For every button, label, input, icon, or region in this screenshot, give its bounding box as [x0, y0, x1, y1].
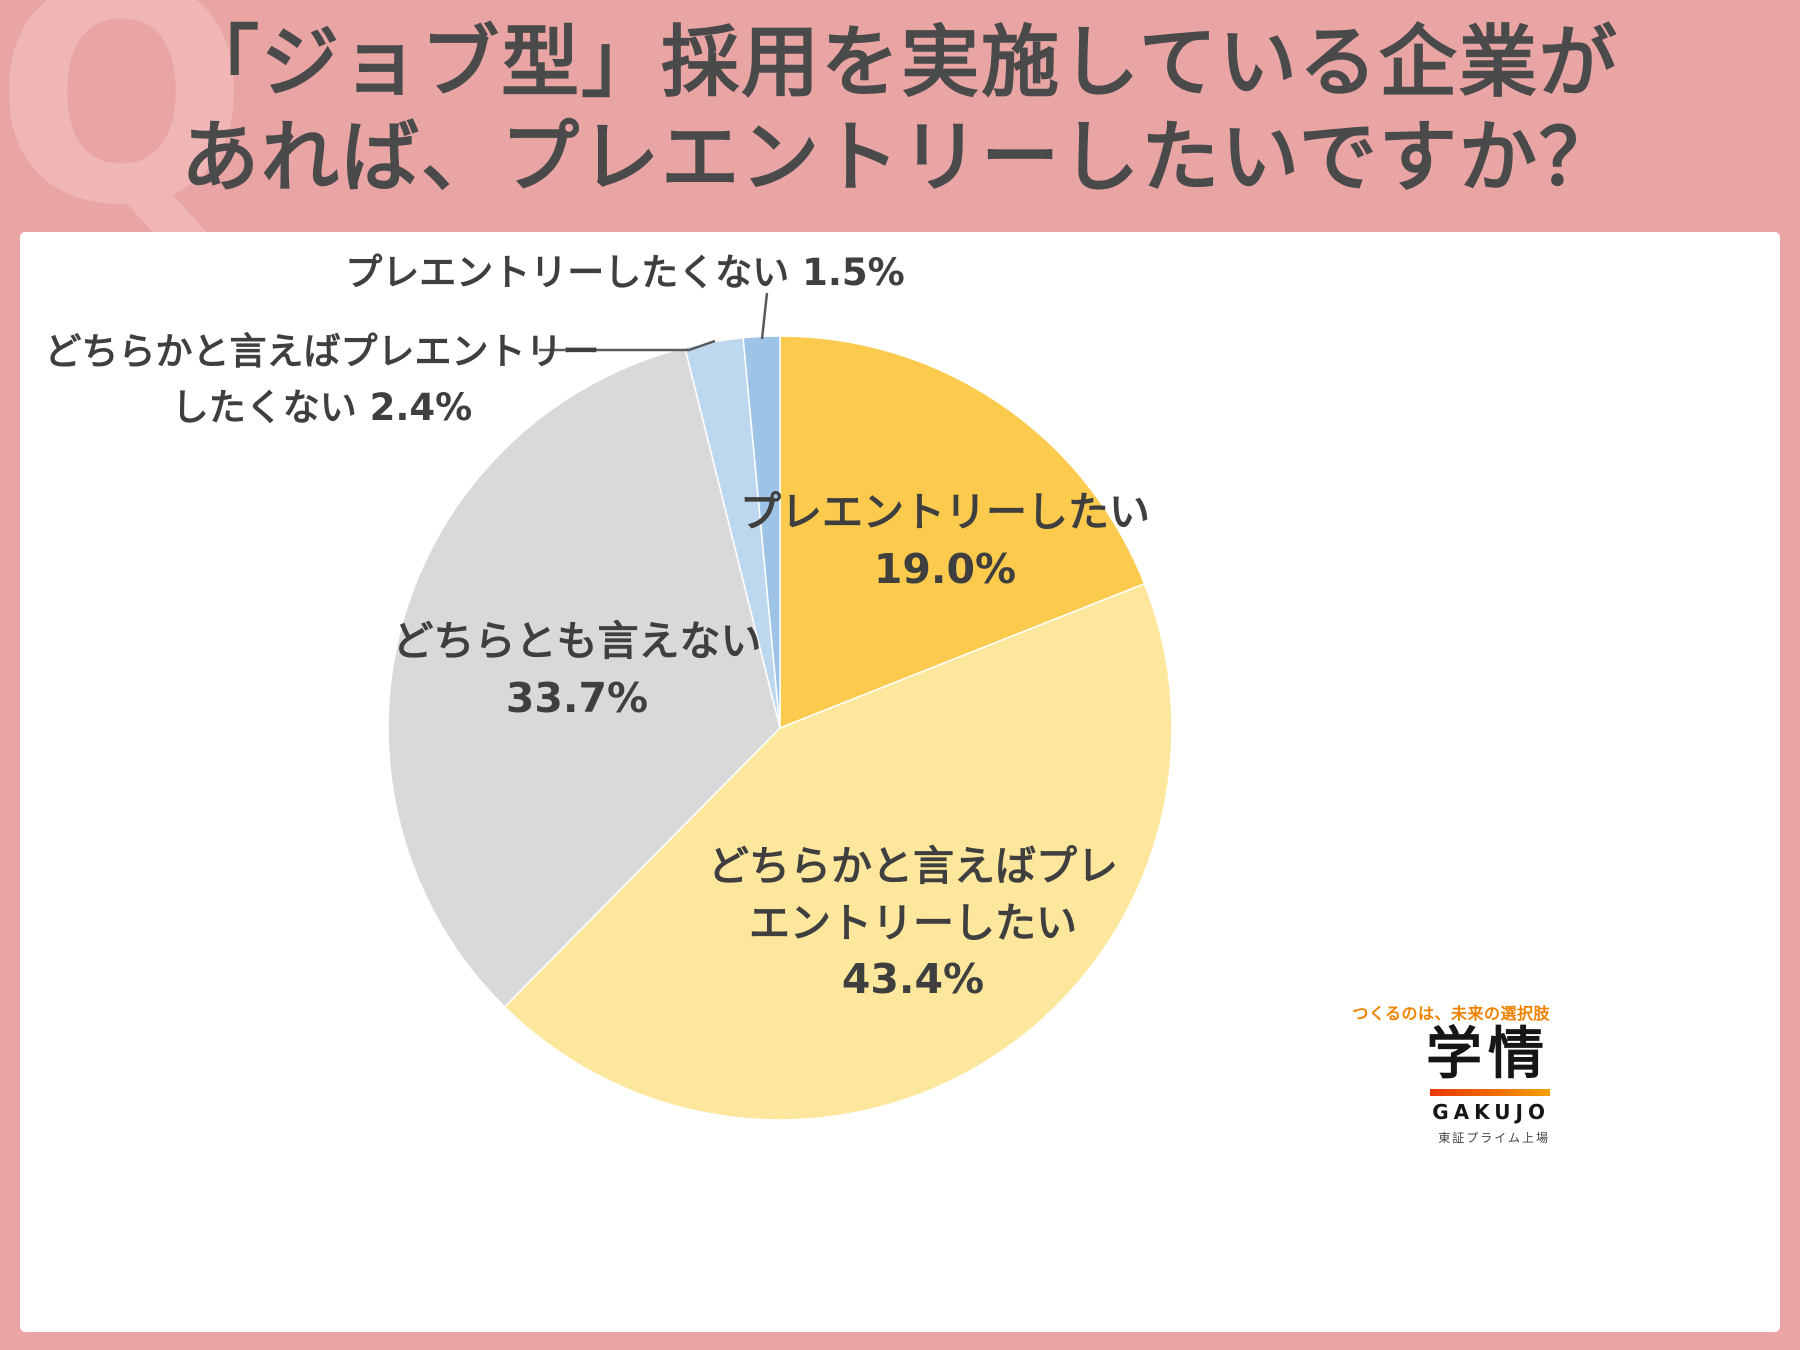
logo-roman: GAKUJO: [1432, 1099, 1550, 1124]
q-watermark: Q: [0, 0, 250, 271]
logo-kanji: 学情: [1426, 1022, 1550, 1087]
label-want-value: 19.0%: [873, 544, 1017, 593]
label-somewhat-want-value: 43.4%: [841, 955, 985, 1004]
label-neutral-value: 33.7%: [505, 673, 649, 722]
label-neutral-line1: どちらとも言えない: [392, 617, 762, 665]
label-somewhat-want-line1: どちらかと言えばプレ: [708, 842, 1118, 890]
question-title-line2: あれば、プレエントリーしたいですか？: [181, 113, 1619, 204]
label-somewhat-not: どちらかと言えばプレエントリー したくない 2.4%: [45, 324, 600, 435]
label-somewhat-not-line1: どちらかと言えばプレエントリー: [44, 330, 600, 373]
label-somewhat-not-line2: したくない 2.4%: [171, 385, 473, 429]
logo-tagline: つくるのは、未来の選択肢: [1352, 1004, 1550, 1023]
label-neutral: どちらとも言えない 33.7%: [393, 613, 762, 726]
label-not-want-line1: プレエントリーしたくない 1.5%: [345, 251, 905, 294]
gakujo-logo: つくるのは、未来の選択肢 学情 GAKUJO 東証プライム上場: [1330, 1000, 1550, 1146]
question-title-line1: 「ジョブ型」採用を実施している企業が: [181, 18, 1619, 108]
label-want-line1: プレエントリーしたい: [740, 488, 1150, 536]
logo-listing: 東証プライム上場: [1438, 1130, 1550, 1145]
label-not-want: プレエントリーしたくない 1.5%: [345, 246, 905, 300]
label-want: プレエントリーしたい 19.0%: [740, 484, 1150, 597]
label-somewhat-want-line2: エントリーしたい: [749, 898, 1077, 947]
question-title: 「ジョブ型」採用を実施している企業が あれば、プレエントリーしたいですか？: [0, 0, 1800, 232]
logo-gradient-bar: [1430, 1088, 1550, 1096]
label-somewhat-want: どちらかと言えばプレ エントリーしたい 43.4%: [708, 838, 1118, 1008]
